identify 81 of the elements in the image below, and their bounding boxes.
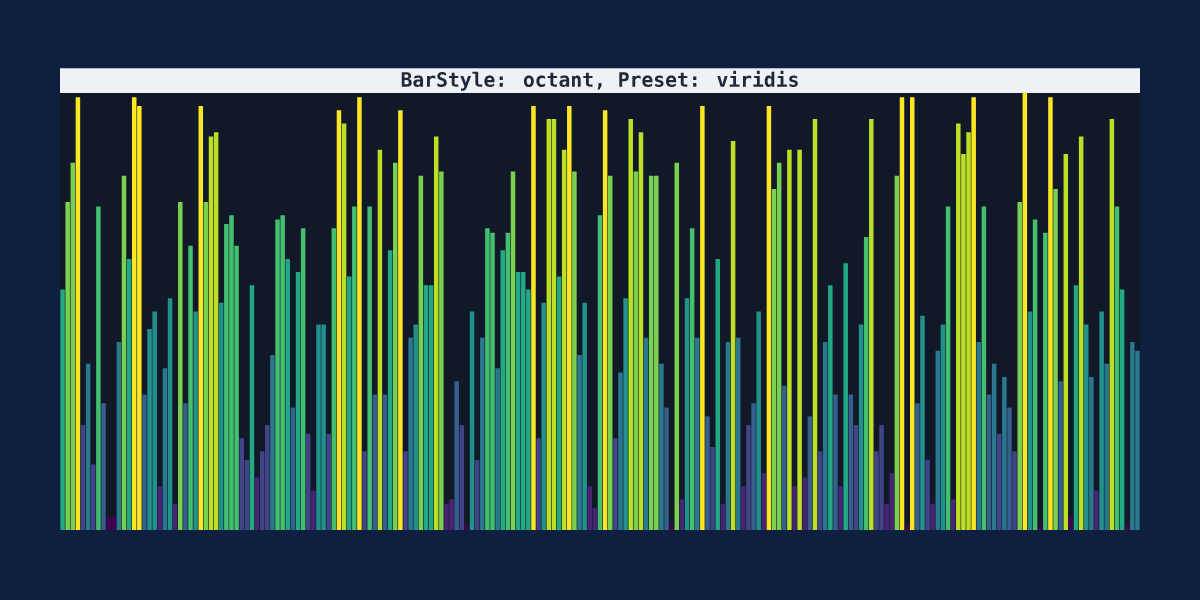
bar bbox=[915, 403, 920, 530]
bar bbox=[193, 311, 198, 530]
bar bbox=[920, 315, 925, 530]
bar bbox=[142, 394, 147, 530]
bar bbox=[362, 451, 367, 530]
bar bbox=[618, 372, 623, 530]
bar bbox=[741, 486, 746, 530]
bar bbox=[188, 245, 193, 530]
chart-title: BarStyle: octant, Preset: viridis bbox=[401, 70, 798, 91]
bar bbox=[705, 416, 710, 530]
bar bbox=[971, 97, 976, 530]
bar bbox=[756, 311, 761, 530]
bar bbox=[1104, 363, 1109, 530]
bar bbox=[787, 149, 792, 530]
bar bbox=[664, 407, 669, 530]
bar bbox=[91, 464, 96, 530]
bar bbox=[669, 525, 674, 530]
bar bbox=[1084, 324, 1089, 530]
bar bbox=[1058, 381, 1063, 530]
bar bbox=[833, 394, 838, 530]
bar bbox=[577, 355, 582, 530]
bar bbox=[582, 302, 587, 530]
bar bbox=[357, 97, 362, 530]
bar bbox=[480, 337, 485, 530]
bar bbox=[352, 206, 357, 530]
bar bbox=[1012, 451, 1017, 530]
bar bbox=[869, 119, 874, 530]
bar bbox=[306, 433, 311, 530]
bar bbox=[802, 477, 807, 530]
bar bbox=[710, 446, 715, 530]
bar bbox=[60, 289, 65, 530]
bar bbox=[101, 403, 106, 530]
bar bbox=[270, 355, 275, 530]
bar bbox=[746, 425, 751, 530]
bar bbox=[454, 381, 459, 530]
bar bbox=[700, 105, 705, 530]
bar bbox=[408, 337, 413, 530]
bar bbox=[96, 206, 101, 530]
bar bbox=[541, 302, 546, 530]
bar bbox=[178, 202, 183, 530]
bar bbox=[843, 263, 848, 530]
bar bbox=[536, 438, 541, 530]
bar bbox=[1002, 376, 1007, 530]
bar bbox=[495, 368, 500, 530]
bar bbox=[1089, 376, 1094, 530]
bar bbox=[413, 324, 418, 530]
bar bbox=[751, 403, 756, 530]
bar bbox=[925, 460, 930, 530]
bar bbox=[695, 337, 700, 530]
bar bbox=[1007, 407, 1012, 530]
bar bbox=[1048, 97, 1053, 530]
bar bbox=[531, 105, 536, 530]
bar bbox=[838, 486, 843, 530]
bar bbox=[367, 206, 372, 530]
bar bbox=[1099, 311, 1104, 530]
bar bbox=[311, 490, 316, 530]
bar bbox=[828, 285, 833, 530]
bar bbox=[439, 171, 444, 530]
bar bbox=[613, 438, 618, 530]
bar bbox=[997, 433, 1002, 530]
bar bbox=[572, 171, 577, 530]
bar bbox=[679, 499, 685, 530]
bar bbox=[797, 149, 802, 530]
bar bbox=[1017, 202, 1022, 530]
bar bbox=[792, 486, 797, 530]
bar bbox=[659, 363, 664, 530]
bar bbox=[623, 298, 628, 530]
bar bbox=[403, 451, 408, 530]
bar bbox=[1043, 232, 1048, 530]
bar bbox=[398, 110, 403, 530]
bar bbox=[1094, 490, 1099, 530]
bar bbox=[567, 105, 572, 530]
bar bbox=[715, 258, 720, 530]
bar bbox=[628, 119, 633, 530]
bar bbox=[782, 385, 787, 530]
bar bbox=[326, 433, 331, 530]
bar bbox=[393, 162, 398, 530]
bar bbox=[930, 503, 935, 530]
bar bbox=[1053, 188, 1058, 530]
bar bbox=[183, 403, 188, 530]
bar bbox=[950, 499, 956, 530]
